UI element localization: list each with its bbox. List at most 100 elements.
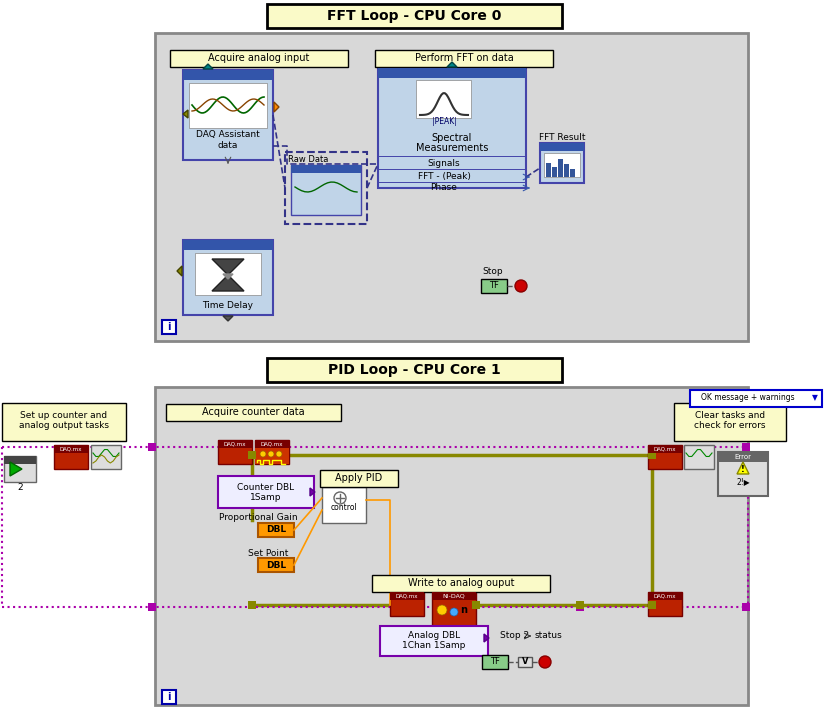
Polygon shape: [447, 62, 457, 67]
Bar: [319, 470, 398, 487]
Bar: [258, 558, 294, 572]
Bar: [569, 169, 574, 177]
Text: FFT - (Peak): FFT - (Peak): [417, 172, 470, 182]
Bar: [648, 592, 681, 600]
Polygon shape: [274, 102, 279, 112]
Bar: [183, 240, 273, 315]
Circle shape: [514, 280, 526, 292]
Text: Proportional Gain: Proportional Gain: [218, 513, 297, 523]
Circle shape: [268, 451, 274, 457]
Polygon shape: [203, 64, 213, 69]
Text: Set up counter and: Set up counter and: [21, 411, 108, 419]
Bar: [432, 592, 476, 626]
Text: NI-DAQ: NI-DAQ: [442, 594, 465, 599]
Bar: [218, 440, 251, 448]
Text: DAQ.mx: DAQ.mx: [223, 442, 246, 447]
Text: V: V: [521, 658, 528, 666]
Text: DAQ.mx: DAQ.mx: [653, 594, 676, 599]
Text: Counter DBL: Counter DBL: [237, 483, 294, 493]
Bar: [741, 603, 749, 611]
Bar: [284, 152, 366, 224]
Bar: [741, 443, 749, 451]
Text: FFT Loop - CPU Core 0: FFT Loop - CPU Core 0: [327, 9, 500, 23]
Polygon shape: [222, 316, 232, 321]
Text: DAQ.mx: DAQ.mx: [261, 442, 283, 447]
Bar: [148, 603, 155, 611]
Bar: [576, 603, 583, 611]
Bar: [290, 165, 361, 173]
Text: analog output tasks: analog output tasks: [19, 421, 109, 431]
Text: Signals: Signals: [428, 159, 460, 169]
Polygon shape: [10, 462, 22, 476]
Bar: [518, 657, 532, 667]
Bar: [673, 403, 785, 441]
Text: 2: 2: [17, 482, 23, 492]
Text: DBL: DBL: [265, 561, 285, 569]
Bar: [717, 452, 767, 462]
Bar: [576, 601, 583, 609]
Bar: [648, 445, 681, 469]
Polygon shape: [177, 266, 182, 276]
Text: Acquire analog input: Acquire analog input: [208, 53, 309, 63]
Bar: [378, 68, 525, 188]
Polygon shape: [484, 634, 489, 642]
Bar: [648, 601, 655, 609]
Bar: [390, 592, 423, 616]
Bar: [54, 445, 88, 453]
Bar: [380, 626, 487, 656]
Text: DAQ.mx: DAQ.mx: [60, 447, 82, 452]
Bar: [54, 445, 88, 469]
Text: DAQ.mx: DAQ.mx: [395, 594, 418, 599]
Text: 2!▶: 2!▶: [735, 477, 749, 487]
Text: Acquire counter data: Acquire counter data: [202, 407, 304, 417]
Bar: [255, 448, 289, 464]
Text: n: n: [460, 605, 467, 615]
Text: Spectral: Spectral: [432, 133, 471, 143]
Text: OK message + warnings: OK message + warnings: [700, 393, 794, 403]
Bar: [162, 320, 176, 334]
Text: Phase: Phase: [430, 184, 457, 192]
Bar: [689, 390, 821, 407]
Bar: [189, 83, 266, 128]
Bar: [2, 403, 126, 441]
Bar: [183, 240, 273, 250]
Text: Write to analog ouput: Write to analog ouput: [407, 578, 514, 588]
Bar: [218, 440, 251, 464]
Circle shape: [260, 451, 265, 457]
Text: Clear tasks and: Clear tasks and: [694, 411, 764, 419]
Circle shape: [275, 451, 282, 457]
Text: DAQ Assistant: DAQ Assistant: [196, 131, 260, 139]
Circle shape: [449, 608, 457, 616]
Polygon shape: [212, 259, 244, 275]
Bar: [552, 167, 557, 177]
Bar: [170, 50, 347, 67]
Bar: [165, 404, 341, 421]
Bar: [543, 153, 579, 177]
Bar: [390, 592, 423, 600]
Bar: [255, 440, 289, 464]
Bar: [683, 445, 713, 469]
Text: Apply PID: Apply PID: [335, 473, 382, 483]
Bar: [255, 440, 289, 448]
Text: 1Chan 1Samp: 1Chan 1Samp: [402, 641, 465, 651]
Text: TF: TF: [489, 281, 499, 291]
Bar: [258, 523, 294, 537]
Bar: [162, 690, 176, 704]
Bar: [648, 451, 655, 459]
Text: Perform FFT on data: Perform FFT on data: [414, 53, 513, 63]
Bar: [266, 358, 562, 382]
Bar: [183, 70, 273, 80]
Text: Error: Error: [734, 454, 751, 460]
Bar: [266, 4, 562, 28]
Text: FFT Result: FFT Result: [538, 133, 585, 141]
Text: |PEAK|: |PEAK|: [431, 116, 456, 126]
Text: Raw Data: Raw Data: [288, 156, 328, 164]
Text: TF: TF: [490, 658, 500, 666]
Bar: [557, 159, 562, 177]
Circle shape: [538, 656, 550, 668]
Bar: [371, 575, 549, 592]
Bar: [322, 487, 366, 523]
Text: i: i: [167, 322, 170, 332]
Text: Measurements: Measurements: [415, 143, 488, 153]
Bar: [563, 164, 568, 177]
